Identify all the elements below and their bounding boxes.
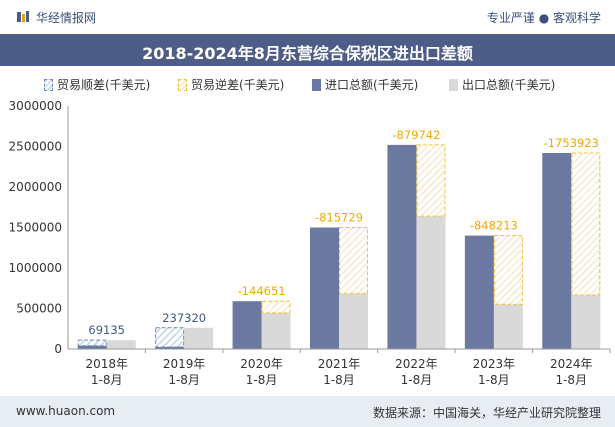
x-tick-label: 2024年 1-8月 — [550, 357, 593, 387]
footer-source: 数据来源：中国海关，华经产业研究院整理 — [372, 406, 601, 420]
x-tick-label: 2020年 1-8月 — [240, 357, 283, 387]
balance-data-label: -848213 — [470, 219, 518, 233]
legend-import-swatch — [312, 79, 321, 91]
y-tick-label: 1500000 — [9, 221, 62, 235]
import-bar — [77, 345, 107, 349]
legend-import: 进口总额(千美元) — [312, 76, 418, 93]
import-bar — [310, 227, 339, 349]
export-bar — [493, 304, 523, 349]
legend: 贸易顺差(千美元) 贸易逆差(千美元) 进口总额(千美元) 出口总额(千美元) — [0, 74, 615, 94]
legend-deficit: 贸易逆差(千美元) — [178, 76, 284, 93]
legend-export-label: 出口总额(千美元) — [462, 78, 556, 92]
legend-surplus: 贸易顺差(千美元) — [44, 76, 150, 93]
top-bar: 华经情报网 专业严谨 ● 客观科学 — [0, 0, 615, 34]
brand[interactable]: 华经情报网 — [16, 9, 96, 26]
surplus-box — [77, 339, 107, 347]
export-bar — [184, 327, 214, 349]
balance-data-label: -815729 — [315, 211, 363, 225]
import-bar — [232, 301, 262, 349]
export-bar — [571, 295, 601, 349]
deficit-box — [416, 144, 446, 217]
y-tick-label: 3000000 — [9, 99, 62, 113]
balance-data-label: -144651 — [238, 284, 286, 298]
x-tick-label: 2021年 1-8月 — [318, 357, 361, 387]
export-bar — [106, 340, 136, 349]
y-tick-label: 2000000 — [9, 180, 62, 194]
x-tick-label: 2023年 1-8月 — [473, 357, 516, 387]
import-bar — [464, 235, 494, 349]
footer: www.huaon.com 数据来源：中国海关，华经产业研究院整理 — [0, 396, 615, 427]
legend-deficit-swatch — [178, 79, 187, 91]
y-tick-label: 0 — [54, 342, 62, 356]
legend-export-swatch — [449, 79, 458, 91]
brand-name: 华经情报网 — [36, 11, 97, 25]
deficit-box — [261, 300, 291, 314]
export-bar — [261, 312, 291, 349]
y-tick-label: 500000 — [16, 302, 62, 316]
deficit-box — [571, 152, 601, 296]
x-tick-label: 2018年 1-8月 — [85, 357, 128, 387]
balance-data-label: 69135 — [88, 323, 125, 337]
balance-data-label: 237320 — [162, 311, 206, 325]
title-band: 2018-2024年8月东营综合保税区进出口差额 — [0, 34, 615, 66]
x-tick-label: 2022年 1-8月 — [395, 357, 438, 387]
y-tick-label: 2500000 — [9, 140, 62, 154]
deficit-box — [339, 227, 368, 295]
brand-logo-icon — [17, 11, 29, 22]
legend-surplus-label: 贸易顺差(千美元) — [57, 78, 151, 92]
export-bar — [416, 216, 446, 349]
balance-data-label: -879742 — [392, 128, 440, 142]
y-tick-label: 1000000 — [9, 261, 62, 275]
balance-data-label: -1753923 — [544, 136, 599, 150]
footer-site[interactable]: www.huaon.com — [16, 404, 116, 418]
legend-deficit-label: 贸易逆差(千美元) — [191, 78, 285, 92]
export-bar — [339, 293, 368, 349]
tagline: 专业严谨 ● 客观科学 — [486, 11, 601, 25]
chart-plot: 0 500000 1000000 1500000 2000000 2500000 30000… — [9, 99, 611, 387]
legend-surplus-swatch — [44, 79, 53, 91]
import-bar — [155, 346, 185, 349]
import-bar — [542, 152, 572, 349]
chart-title: 2018-2024年8月东营综合保税区进出口差额 — [142, 44, 473, 63]
deficit-box — [493, 235, 523, 305]
import-bar — [387, 144, 417, 349]
legend-export: 出口总额(千美元) — [449, 76, 555, 93]
legend-import-label: 进口总额(千美元) — [325, 78, 419, 92]
surplus-box — [155, 327, 185, 348]
x-tick-label: 2019年 1-8月 — [163, 357, 206, 387]
